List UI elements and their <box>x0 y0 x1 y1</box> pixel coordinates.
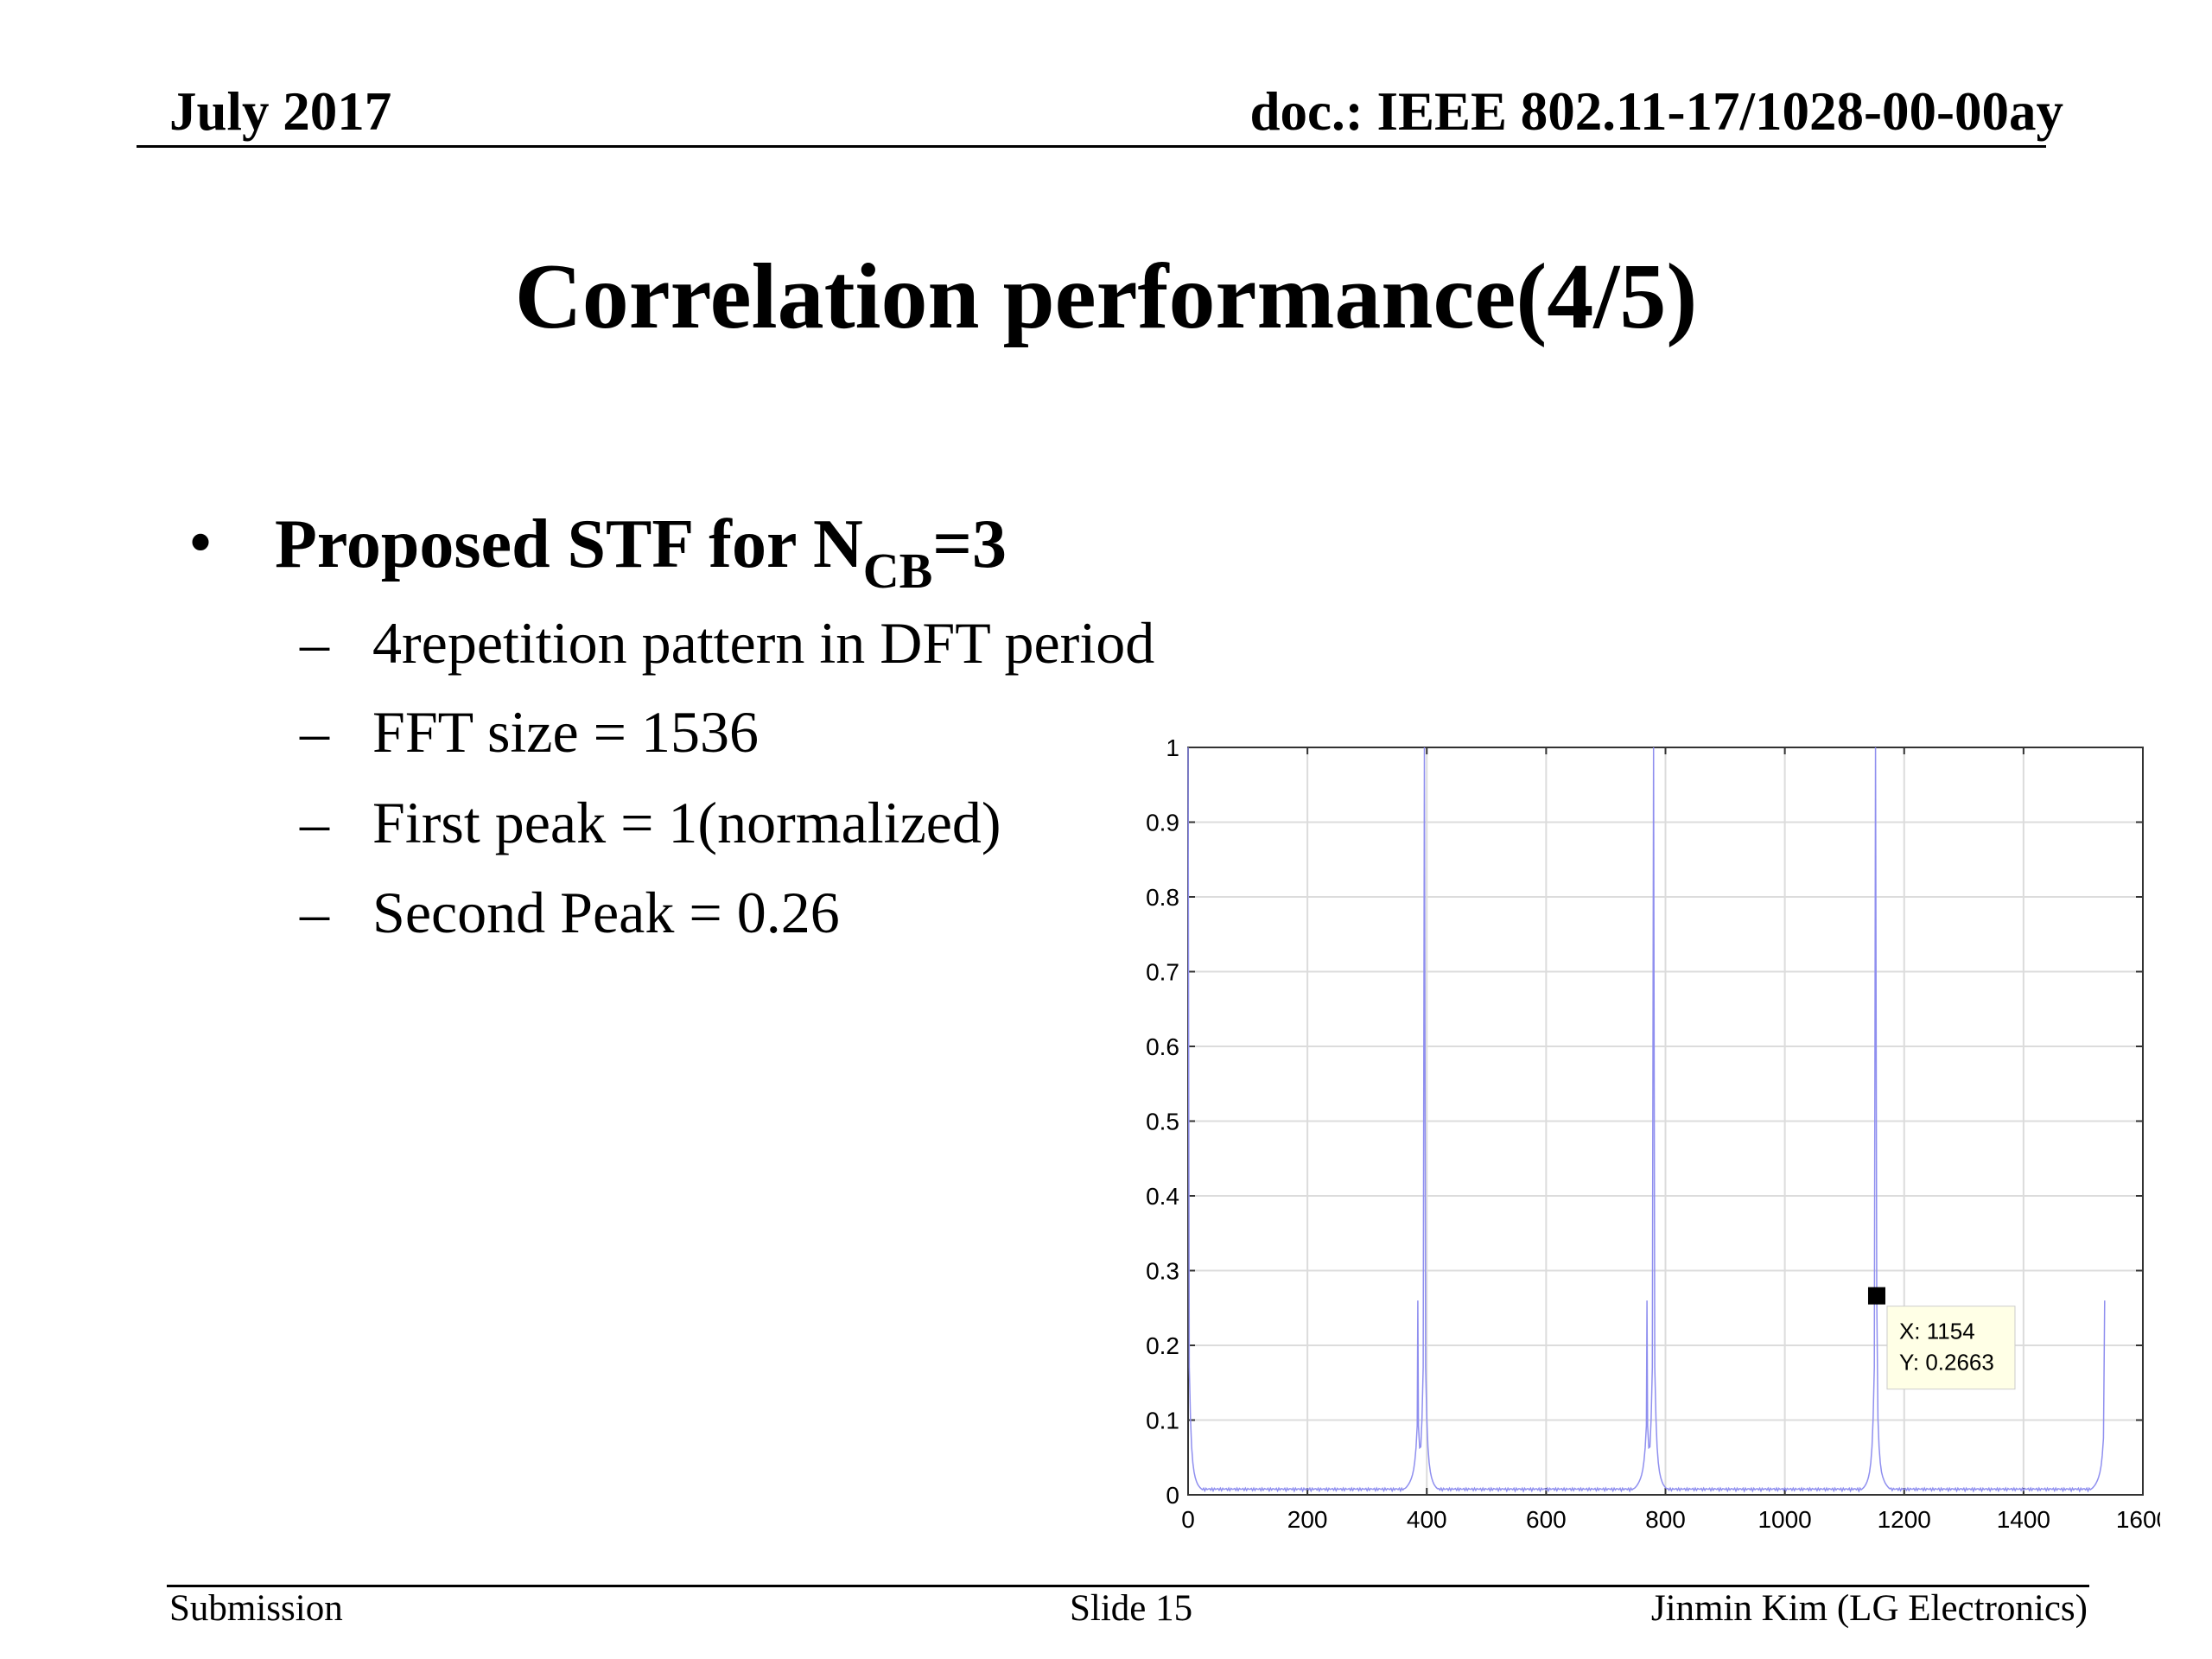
bullet-marker: • <box>188 505 213 581</box>
x-tick-label: 1400 <box>1997 1506 2050 1533</box>
bullet-heading: Proposed STF for NCB=3 <box>275 510 1007 596</box>
sub-bullet-text: Second Peak = 0.26 <box>372 880 840 945</box>
y-tick-label: 0.2 <box>1146 1332 1179 1359</box>
sub-bullet-dash: – <box>300 790 329 855</box>
sub-bullet-dash: – <box>300 610 329 676</box>
sub-bullet: –4repetition pattern in DFT period <box>300 613 1154 672</box>
y-tick-label: 0.4 <box>1146 1183 1179 1210</box>
footer-author: Jinmin Kim (LG Electronics) <box>1650 1588 2088 1629</box>
y-tick-label: 0.6 <box>1146 1033 1179 1060</box>
footer-submission: Submission <box>169 1588 343 1629</box>
x-tick-label: 200 <box>1287 1506 1328 1533</box>
x-tick-label: 400 <box>1407 1506 1447 1533</box>
y-tick-label: 0 <box>1166 1482 1179 1509</box>
y-tick-label: 0.9 <box>1146 810 1179 836</box>
x-tick-label: 1200 <box>1878 1506 1931 1533</box>
y-tick-label: 0.7 <box>1146 959 1179 986</box>
sub-bullet: – FFT size = 1536 <box>300 702 759 761</box>
sub-bullet: – Second Peak = 0.26 <box>300 883 840 942</box>
sub-bullet-dash: – <box>300 699 329 765</box>
sub-bullet-text: First peak = 1(normalized) <box>372 790 1001 855</box>
sub-bullet-text: 4repetition pattern in DFT period <box>372 610 1155 676</box>
x-tick-label: 1000 <box>1758 1506 1811 1533</box>
bullet-heading-text: Proposed STF for N <box>275 506 863 582</box>
x-tick-label: 800 <box>1645 1506 1686 1533</box>
correlation-series-line <box>1187 747 2106 1493</box>
header-date: July 2017 <box>169 81 392 142</box>
x-tick-label: 0 <box>1181 1506 1195 1533</box>
datatip-marker <box>1867 1287 1885 1305</box>
datatip-box <box>1886 1306 2016 1390</box>
datatip-y-label: Y: 0.2663 <box>1899 1350 1994 1376</box>
y-tick-label: 0.5 <box>1146 1109 1179 1135</box>
y-tick-label: 0.3 <box>1146 1258 1179 1285</box>
footer-rule <box>167 1585 2089 1587</box>
y-tick-label: 1 <box>1166 734 1179 761</box>
slide-title: Correlation performance(4/5) <box>514 245 1698 348</box>
x-tick-label: 600 <box>1526 1506 1567 1533</box>
sub-bullet-dash: – <box>300 880 329 945</box>
header-rule <box>137 145 2046 148</box>
sub-bullet-text: FFT size = 1536 <box>372 699 760 765</box>
header-doc-id: doc.: IEEE 802.11-17/1028-00-00ay <box>1249 81 2063 142</box>
bullet-heading-tail: =3 <box>932 506 1007 582</box>
sub-bullet: – First peak = 1(normalized) <box>300 793 1001 852</box>
datatip-x-label: X: 1154 <box>1899 1319 1975 1344</box>
y-tick-label: 0.1 <box>1146 1408 1179 1434</box>
footer-slide-number: Slide 15 <box>1070 1588 1193 1629</box>
bullet-heading-subscript: CB <box>862 543 933 599</box>
y-tick-label: 0.8 <box>1146 884 1179 911</box>
